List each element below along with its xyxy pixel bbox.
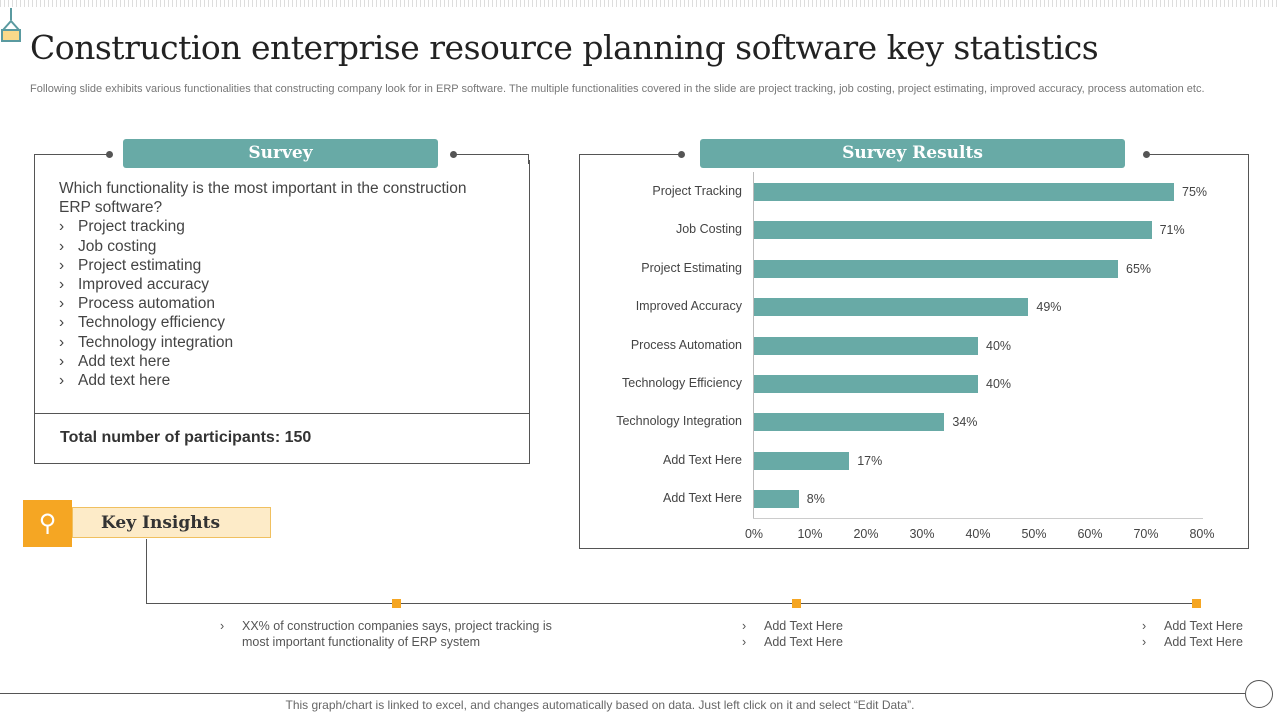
timeline-marker bbox=[792, 599, 801, 608]
survey-option: Add text here bbox=[59, 371, 489, 390]
data-label: 34% bbox=[952, 415, 978, 430]
insight-text: Add Text Here bbox=[742, 618, 843, 634]
x-tick-label: 40% bbox=[965, 527, 991, 541]
survey-option: Technology efficiency bbox=[59, 313, 489, 332]
x-tick-label: 20% bbox=[853, 527, 879, 541]
category-label: Add Text Here bbox=[663, 452, 742, 467]
survey-option: Project estimating bbox=[59, 256, 489, 275]
survey-option: Job costing bbox=[59, 237, 489, 256]
bar bbox=[754, 336, 978, 355]
data-label: 8% bbox=[806, 492, 825, 507]
lightbulb-search-icon: ⚲ bbox=[23, 500, 72, 547]
slide-number-circle bbox=[1245, 680, 1273, 708]
category-label: Project Estimating bbox=[641, 260, 742, 275]
page-title: Construction enterprise resource plannin… bbox=[30, 28, 1099, 67]
category-label: Technology Efficiency bbox=[622, 376, 742, 390]
results-header: Survey Results bbox=[700, 139, 1125, 168]
timeline-vertical bbox=[146, 539, 147, 603]
x-axis bbox=[753, 518, 1203, 519]
connector-dot bbox=[1143, 151, 1150, 158]
top-border bbox=[0, 0, 1280, 7]
footer-note: This graph/chart is linked to excel, and… bbox=[285, 698, 915, 712]
category-label: Project Tracking bbox=[652, 184, 742, 198]
data-label: 49% bbox=[1036, 300, 1062, 315]
survey-option: Technology integration bbox=[59, 333, 489, 352]
connector bbox=[34, 154, 110, 155]
connector-dot bbox=[450, 151, 457, 158]
results-panel bbox=[579, 154, 1249, 549]
connector bbox=[454, 154, 529, 155]
divider bbox=[34, 413, 529, 414]
x-tick-label: 10% bbox=[797, 527, 823, 541]
footer-line bbox=[0, 693, 1245, 694]
survey-option: Project tracking bbox=[59, 217, 489, 236]
category-label: Technology Integration bbox=[616, 414, 742, 429]
category-label: Improved Accuracy bbox=[635, 299, 742, 314]
data-label: 75% bbox=[1182, 185, 1208, 199]
connector-dot bbox=[106, 151, 113, 158]
bar bbox=[754, 490, 799, 509]
x-tick-label: 30% bbox=[909, 527, 935, 541]
data-label: 65% bbox=[1126, 261, 1152, 276]
insight-2: Add Text HereAdd Text Here bbox=[742, 618, 843, 650]
x-tick-label: 80% bbox=[1189, 527, 1215, 541]
data-label: 40% bbox=[986, 338, 1012, 353]
bar bbox=[754, 259, 1118, 278]
connector-dot bbox=[678, 151, 685, 158]
bar bbox=[754, 221, 1152, 240]
survey-question-block: Which functionality is the most importan… bbox=[59, 179, 489, 390]
survey-header: Survey bbox=[123, 139, 438, 168]
timeline-marker bbox=[392, 599, 401, 608]
timeline-marker bbox=[1192, 599, 1201, 608]
bar bbox=[754, 413, 945, 432]
insight-1: XX% of construction companies says, proj… bbox=[220, 618, 565, 650]
total-participants: Total number of participants: 150 bbox=[60, 429, 312, 446]
category-label: Add Text Here bbox=[663, 491, 742, 506]
connector bbox=[34, 154, 35, 164]
category-label: Job Costing bbox=[675, 222, 742, 237]
x-tick-label: 0% bbox=[744, 527, 764, 541]
x-tick-label: 70% bbox=[1133, 527, 1159, 541]
survey-option: Process automation bbox=[59, 294, 489, 313]
bar bbox=[754, 183, 1174, 201]
page-subtitle: Following slide exhibits various functio… bbox=[30, 83, 1205, 95]
bar bbox=[754, 298, 1029, 317]
bar bbox=[754, 451, 850, 470]
key-insights-label: Key Insights bbox=[72, 507, 271, 538]
insight-text: Add Text Here bbox=[1142, 618, 1243, 634]
insight-text: Add Text Here bbox=[742, 634, 843, 650]
insight-text: Add Text Here bbox=[1142, 634, 1243, 650]
data-label: 17% bbox=[857, 453, 883, 468]
category-label: Process Automation bbox=[630, 337, 742, 352]
insight-text: XX% of construction companies says, proj… bbox=[220, 618, 565, 650]
connector bbox=[528, 154, 529, 164]
timeline-horizontal bbox=[146, 603, 1201, 604]
survey-question: Which functionality is the most importan… bbox=[59, 180, 467, 217]
crane-hook-icon bbox=[1, 8, 21, 42]
survey-option: Improved accuracy bbox=[59, 275, 489, 294]
bar bbox=[754, 375, 978, 393]
x-tick-label: 60% bbox=[1077, 527, 1103, 541]
survey-option: Add text here bbox=[59, 352, 489, 371]
y-axis bbox=[753, 172, 754, 518]
insight-3: Add Text HereAdd Text Here bbox=[1142, 618, 1243, 650]
connector bbox=[579, 154, 682, 155]
connector bbox=[1148, 154, 1248, 155]
data-label: 71% bbox=[1159, 223, 1185, 238]
x-tick-label: 50% bbox=[1021, 527, 1047, 541]
data-label: 40% bbox=[986, 377, 1012, 391]
